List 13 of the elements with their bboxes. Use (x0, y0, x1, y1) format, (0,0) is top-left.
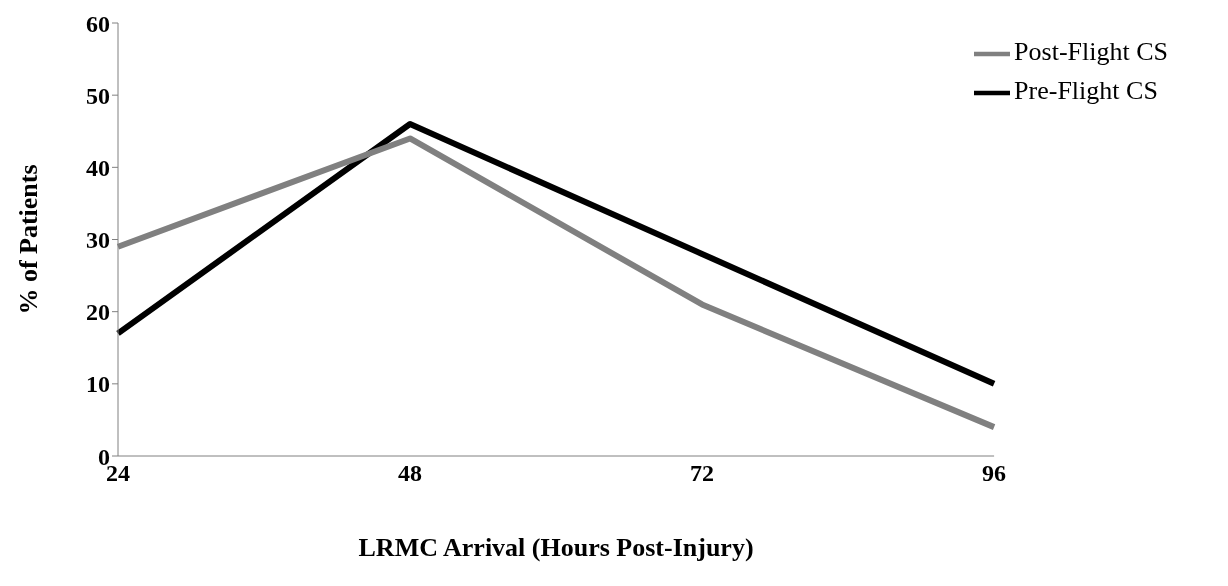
legend-label: Pre-Flight CS (1014, 76, 1158, 106)
y-tick-label: 60 (86, 10, 110, 37)
legend-label: Post-Flight CS (1014, 37, 1168, 66)
y-tick-label: 40 (86, 154, 110, 181)
y-tick-label: 10 (86, 371, 110, 398)
x-tick-label: 48 (398, 460, 423, 487)
x-tick-label: 72 (690, 460, 715, 487)
y-tick-label: 50 (86, 82, 110, 109)
x-axis-title: LRMC Arrival (Hours Post-Injury) (358, 533, 754, 562)
y-tick-label: 20 (86, 299, 110, 326)
y-axis-title: % of Patients (14, 164, 44, 315)
x-tick-label: 96 (982, 460, 1007, 487)
y-tick-label: 30 (86, 227, 110, 254)
